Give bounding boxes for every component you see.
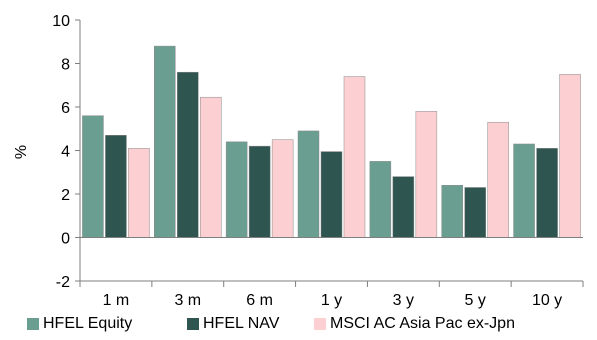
- bar-msci-ac-asia-pac-ex-jpn-1y: [343, 76, 366, 238]
- y-tick-label: 10: [52, 13, 70, 30]
- x-axis: 1 m 3 m 6 m 1 y 3 y 5 y 10 y: [79, 237, 584, 309]
- y-tick-label: 8: [61, 57, 70, 74]
- bar-msci-ac-asia-pac-ex-jpn-3y: [415, 111, 438, 238]
- bar-hfel-nav-6m: [248, 145, 271, 238]
- bar-hfel-nav-3m: [177, 71, 199, 238]
- bar-msci-ac-asia-pac-ex-jpn-3m: [200, 96, 222, 238]
- bar-msci-ac-asia-pac-ex-jpn-5y: [487, 121, 509, 238]
- bar-hfel-nav-1m: [105, 135, 127, 238]
- x-category-label: 10 y: [532, 292, 562, 309]
- bar-msci-ac-asia-pac-ex-jpn-10y: [559, 74, 581, 238]
- y-tick-label: 2: [61, 187, 70, 204]
- bar-hfel-nav-5y: [464, 187, 486, 238]
- bar-hfel-equity-6m: [225, 141, 248, 238]
- legend-item-hfel-nav: HFEL NAV: [187, 315, 279, 333]
- x-category-label: 1 y: [321, 292, 342, 309]
- bar-hfel-equity-3y: [369, 161, 392, 238]
- bars: [82, 45, 581, 238]
- legend-label-hfel-nav: HFEL NAV: [203, 315, 280, 332]
- bar-hfel-nav-1y: [320, 151, 343, 238]
- y-axis: -2 0 2 4 6 8 10: [52, 13, 81, 291]
- legend-swatch-msci: [314, 318, 326, 330]
- legend-label-msci: MSCI AC Asia Pac ex-Jpn: [330, 315, 515, 332]
- legend-swatch-hfel-nav: [187, 318, 199, 330]
- y-tick-label: 0: [61, 231, 70, 248]
- legend-label-hfel-equity: HFEL Equity: [43, 315, 133, 332]
- bar-hfel-equity-5y: [441, 185, 463, 238]
- legend-item-hfel-equity: HFEL Equity: [27, 315, 132, 333]
- x-category-label: 6 m: [246, 292, 273, 309]
- bar-hfel-nav-3y: [392, 176, 415, 238]
- legend-item-msci: MSCI AC Asia Pac ex-Jpn: [314, 315, 515, 333]
- bar-hfel-nav-10y: [536, 148, 558, 238]
- y-tick-label: 4: [61, 144, 70, 161]
- bar-chart: -2 0 2 4 6 8 10 1 m 3 m 6 m 1 y 3 y 5 y 10 y %: [13, 13, 584, 309]
- x-category-label: 3 m: [174, 292, 201, 309]
- bar-hfel-equity-1m: [82, 115, 104, 238]
- legend-swatch-hfel-equity: [27, 318, 39, 330]
- legend: HFEL Equity HFEL NAV MSCI AC Asia Pac ex…: [0, 315, 597, 337]
- y-tick-label: -2: [56, 274, 70, 291]
- y-axis-label: %: [13, 145, 30, 159]
- x-category-label: 3 y: [393, 292, 414, 309]
- bar-msci-ac-asia-pac-ex-jpn-1m: [128, 148, 150, 238]
- bar-hfel-equity-1y: [297, 130, 320, 238]
- bar-msci-ac-asia-pac-ex-jpn-6m: [271, 139, 294, 238]
- bar-hfel-equity-10y: [513, 143, 535, 238]
- x-category-label: 5 y: [465, 292, 486, 309]
- bar-hfel-equity-3m: [154, 45, 176, 238]
- x-category-label: 1 m: [103, 292, 130, 309]
- y-tick-label: 6: [61, 100, 70, 117]
